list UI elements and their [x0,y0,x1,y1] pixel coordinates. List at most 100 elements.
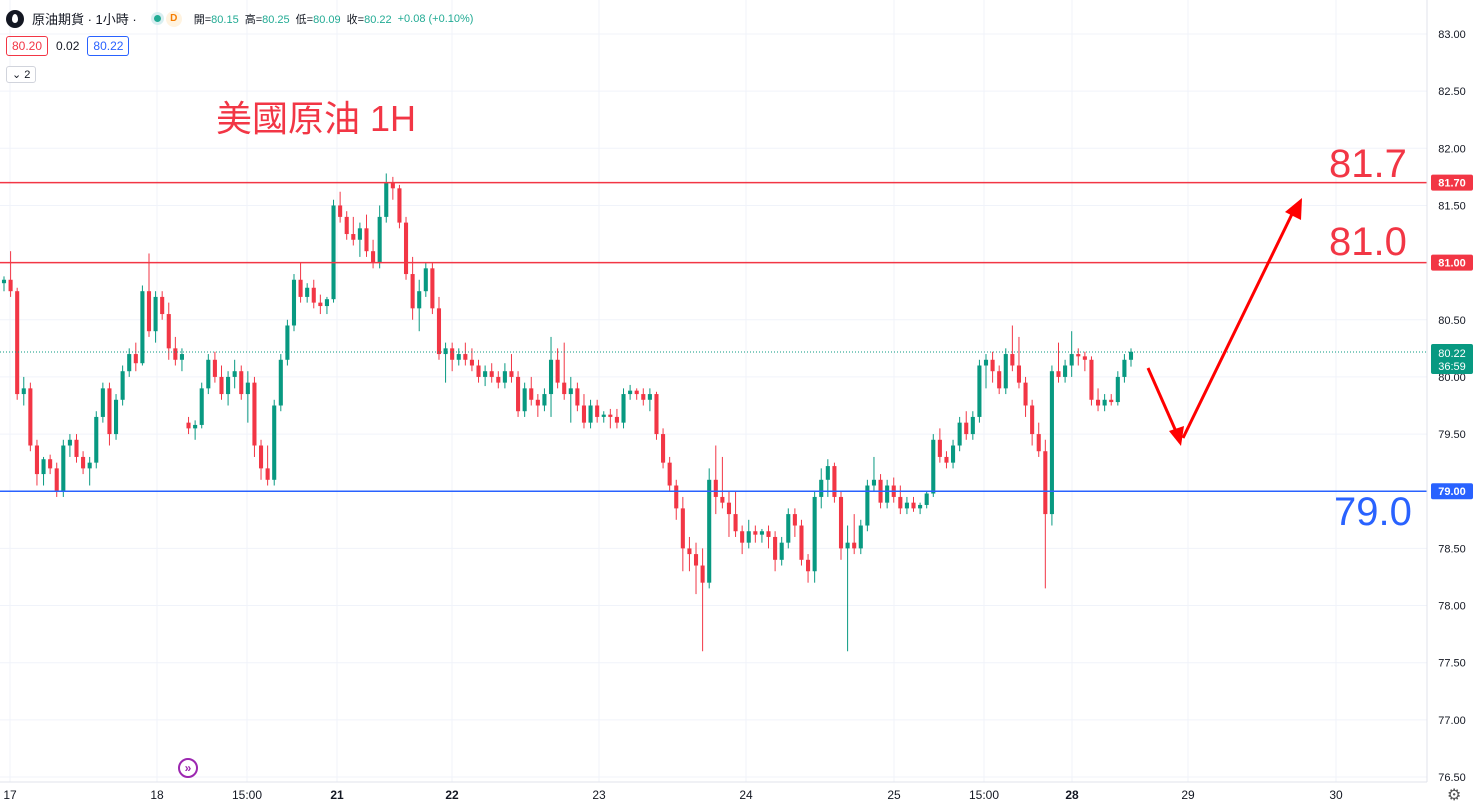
y-tick-label: 80.00 [1438,372,1466,384]
market-status[interactable]: D [150,10,182,27]
up-arrow-shaft [1181,209,1296,439]
candle [338,191,343,223]
candle [1023,376,1028,417]
candle [707,468,712,589]
candle [305,283,310,303]
candle [548,336,554,417]
buy-price-button[interactable]: 80.22 [87,36,130,56]
candle [937,428,942,463]
candle [48,454,53,475]
candle [1122,354,1127,383]
candle [357,222,362,257]
candle [865,479,870,532]
delayed-data-badge[interactable]: D [165,10,182,27]
spread-value: 0.02 [56,39,80,53]
chevron-down-icon: ⌄ [12,69,22,81]
candle [535,394,540,417]
candle [720,456,725,509]
candle [496,371,501,389]
candle [28,382,33,452]
ohlc-open: 開=80.15 [193,13,239,26]
indicators-row: ⌄ 2 [6,66,37,83]
candle [430,262,435,315]
candle [990,351,995,383]
candle [153,291,158,343]
candle [1089,356,1094,406]
indicators-toggle-button[interactable]: ⌄ 2 [6,66,37,83]
candle [542,388,547,412]
candle [746,519,751,549]
candle [436,296,442,360]
candle [661,428,666,469]
candle [647,388,652,412]
candle [371,239,376,269]
candle [601,411,606,423]
candle [456,348,461,366]
price-axis-background[interactable] [1427,0,1477,810]
crude-oil-drop-icon[interactable] [6,9,24,28]
scroll-to-realtime-button[interactable]: » [178,758,198,778]
candle [1063,359,1068,383]
candle [700,548,705,652]
candle [1003,348,1008,395]
candle [397,184,402,229]
candle [390,176,395,200]
candle [522,382,527,417]
candle [687,536,692,572]
candle [483,365,488,387]
candle [272,399,277,486]
candle [898,485,903,515]
candle [81,451,86,475]
ohlc-change: +0.08 (+0.10%) [397,12,474,25]
chart-settings-gear-icon[interactable]: ⚙ [1447,787,1462,804]
candle [298,262,303,303]
y-tick-label: 77.00 [1438,715,1466,727]
candle [1056,342,1061,383]
candle [344,211,349,240]
candle [239,365,244,400]
candle [291,274,297,332]
candle [450,342,455,372]
candle [766,525,771,549]
x-tick-label: 15:00 [232,788,262,802]
candle [562,342,567,400]
candle [555,348,560,389]
market-open-dot-icon [150,12,164,25]
candle [779,536,784,566]
candle [107,382,112,446]
x-tick-label: 28 [1065,788,1079,802]
candle [173,336,178,366]
candle [964,411,969,440]
sell-price-button[interactable]: 80.20 [6,36,49,56]
candle [812,491,817,583]
candle [1128,348,1134,367]
candle [1,276,7,292]
down-arrowhead [1169,426,1184,446]
candle [311,279,316,309]
candle [133,342,138,372]
candle [258,439,264,480]
double-chevron-right-icon: » [184,761,192,775]
candle [924,491,929,509]
candle [641,388,646,406]
candle [753,525,758,543]
x-tick-label: 23 [592,788,606,802]
symbol-title[interactable]: 原油期貨 · 1小時 · [32,12,137,27]
y-tick-label: 83.00 [1438,29,1466,41]
candle [377,205,382,269]
candle [193,420,198,440]
candle [423,262,428,297]
candle [278,354,283,412]
candle [608,408,613,429]
chart-legend: 原油期貨 · 1小時 · D 開=80.15 高=80.25 低=80.09 收… [6,9,479,28]
x-tick-label: 18 [150,788,164,802]
candle [951,439,956,469]
level-label-81-7: 81.7 [1329,142,1407,186]
candle [759,528,764,543]
candle [41,456,46,486]
candle [588,399,593,429]
y-tick-label: 82.00 [1438,143,1466,155]
y-tick-label: 78.00 [1438,601,1466,613]
candle [680,496,685,572]
